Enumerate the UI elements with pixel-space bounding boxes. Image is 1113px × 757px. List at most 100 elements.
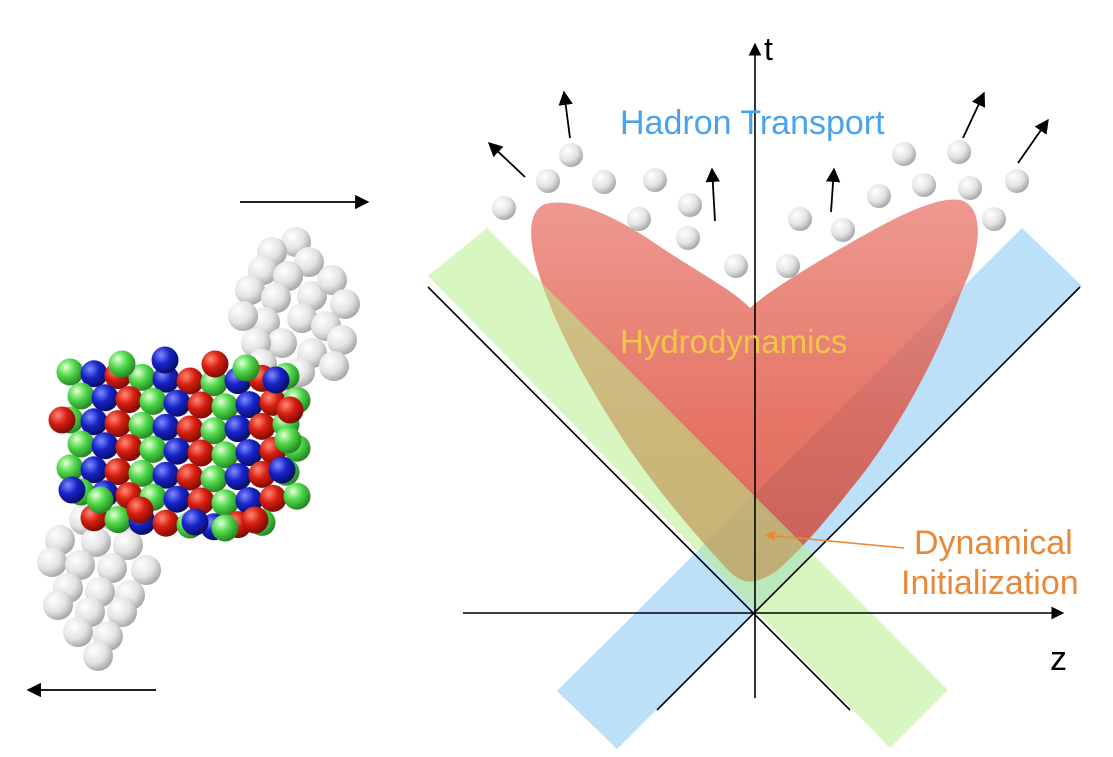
blue-nucleon: [152, 413, 180, 441]
hadron-sphere: [676, 226, 700, 250]
hadron-sphere: [643, 168, 667, 192]
green-nucleon: [139, 435, 167, 463]
green-nucleon: [200, 417, 228, 445]
blue-nucleon: [235, 439, 263, 467]
green-nucleon: [56, 454, 84, 482]
red-nucleon: [201, 350, 229, 378]
blue-nucleon: [91, 432, 119, 460]
red-nucleon: [187, 487, 215, 515]
blue-nucleon: [91, 384, 119, 412]
spectator-nucleon: [63, 617, 93, 647]
spectator-nucleon: [83, 641, 113, 671]
dynamical-initialization-pointer: [763, 530, 905, 549]
green-nucleon: [67, 382, 95, 410]
blue-nucleon: [268, 456, 296, 484]
blue-nucleon: [80, 360, 108, 388]
spectator-nucleon: [131, 555, 161, 585]
red-nucleon: [104, 410, 132, 438]
green-nucleon: [108, 350, 136, 378]
hadron-sphere: [867, 184, 891, 208]
hadron-sphere: [912, 173, 936, 197]
red-nucleon: [176, 463, 204, 491]
green-nucleon: [283, 482, 311, 510]
spectator-nucleon: [228, 301, 258, 331]
blue-nucleon: [235, 391, 263, 419]
red-nucleon: [115, 386, 143, 414]
dynamical-initialization-label-line2: Initialization: [901, 564, 1079, 602]
colliding-nucleons: [48, 346, 311, 542]
green-nucleon: [67, 430, 95, 458]
spectator-nucleon: [81, 527, 111, 557]
spectator-nucleon: [327, 325, 357, 355]
green-nucleon: [104, 506, 132, 534]
hadron-sphere: [492, 196, 516, 220]
hadron-transport-label: Hadron Transport: [620, 104, 885, 142]
green-nucleon: [86, 486, 114, 514]
blue-nucleon: [152, 365, 180, 393]
spectator-nucleon: [43, 590, 73, 620]
hadron-arrows: [487, 90, 1049, 222]
hadron-sphere: [536, 169, 560, 193]
green-nucleon: [232, 354, 260, 382]
blue-nucleon: [181, 508, 209, 536]
hadron-sphere: [1005, 169, 1029, 193]
green-nucleon: [200, 465, 228, 493]
green-nucleon: [211, 441, 239, 469]
blue-nucleon: [163, 389, 191, 417]
green-nucleon: [128, 411, 156, 439]
hydrodynamics-label: Hydrodynamics: [620, 323, 848, 360]
green-nucleon: [211, 393, 239, 421]
green-band: [428, 228, 948, 748]
spectator-nucleon: [235, 275, 265, 305]
spectator-nucleon: [317, 265, 347, 295]
spectator-nucleon: [287, 303, 317, 333]
green-nucleon: [56, 358, 84, 386]
hadron-sphere: [592, 170, 616, 194]
spectator-nucleon: [319, 351, 349, 381]
hadron-sphere: [724, 254, 748, 278]
spectator-nucleon: [330, 289, 360, 319]
hadron-sphere: [947, 140, 971, 164]
spectator-nucleon: [261, 283, 291, 313]
green-nucleon: [211, 514, 239, 542]
spectator-nucleon: [37, 547, 67, 577]
dynamical-initialization-label-line1: Dynamical: [914, 524, 1073, 562]
red-nucleon: [48, 406, 76, 434]
green-nucleon: [128, 363, 156, 391]
t-axis-label: t: [764, 31, 773, 67]
red-nucleon: [187, 439, 215, 467]
blue-nucleon: [163, 485, 191, 513]
z-axis-label: z: [1050, 640, 1067, 678]
hadron-sphere: [958, 176, 982, 200]
blue-nucleon: [224, 463, 252, 491]
red-nucleon: [115, 434, 143, 462]
hadron-sphere: [788, 207, 812, 231]
spectator-nucleon: [107, 597, 137, 627]
light-cone-right: [656, 286, 1081, 711]
green-nucleon: [139, 387, 167, 415]
blue-nucleon: [163, 437, 191, 465]
red-nucleon: [248, 412, 276, 440]
red-nucleon: [176, 415, 204, 443]
spectator-nucleon: [267, 328, 297, 358]
green-nucleon: [211, 489, 239, 517]
hadron-spheres: [492, 140, 1029, 278]
hadron-sphere: [678, 193, 702, 217]
blue-nucleon: [151, 346, 179, 374]
hadron-sphere: [892, 142, 916, 166]
blue-nucleon: [80, 408, 108, 436]
red-nucleon: [259, 484, 287, 512]
blue-nucleon: [80, 456, 108, 484]
blue-nucleon: [224, 415, 252, 443]
spectator-nucleon: [65, 550, 95, 580]
hadron-sphere: [776, 254, 800, 278]
light-cone-left: [427, 286, 851, 711]
blue-nucleon: [58, 476, 86, 504]
red-nucleon: [152, 509, 180, 537]
hadron-sphere: [627, 207, 651, 231]
spectator-nucleon: [113, 530, 143, 560]
red-nucleon: [241, 506, 269, 534]
red-nucleon: [276, 396, 304, 424]
green-nucleon: [128, 459, 156, 487]
